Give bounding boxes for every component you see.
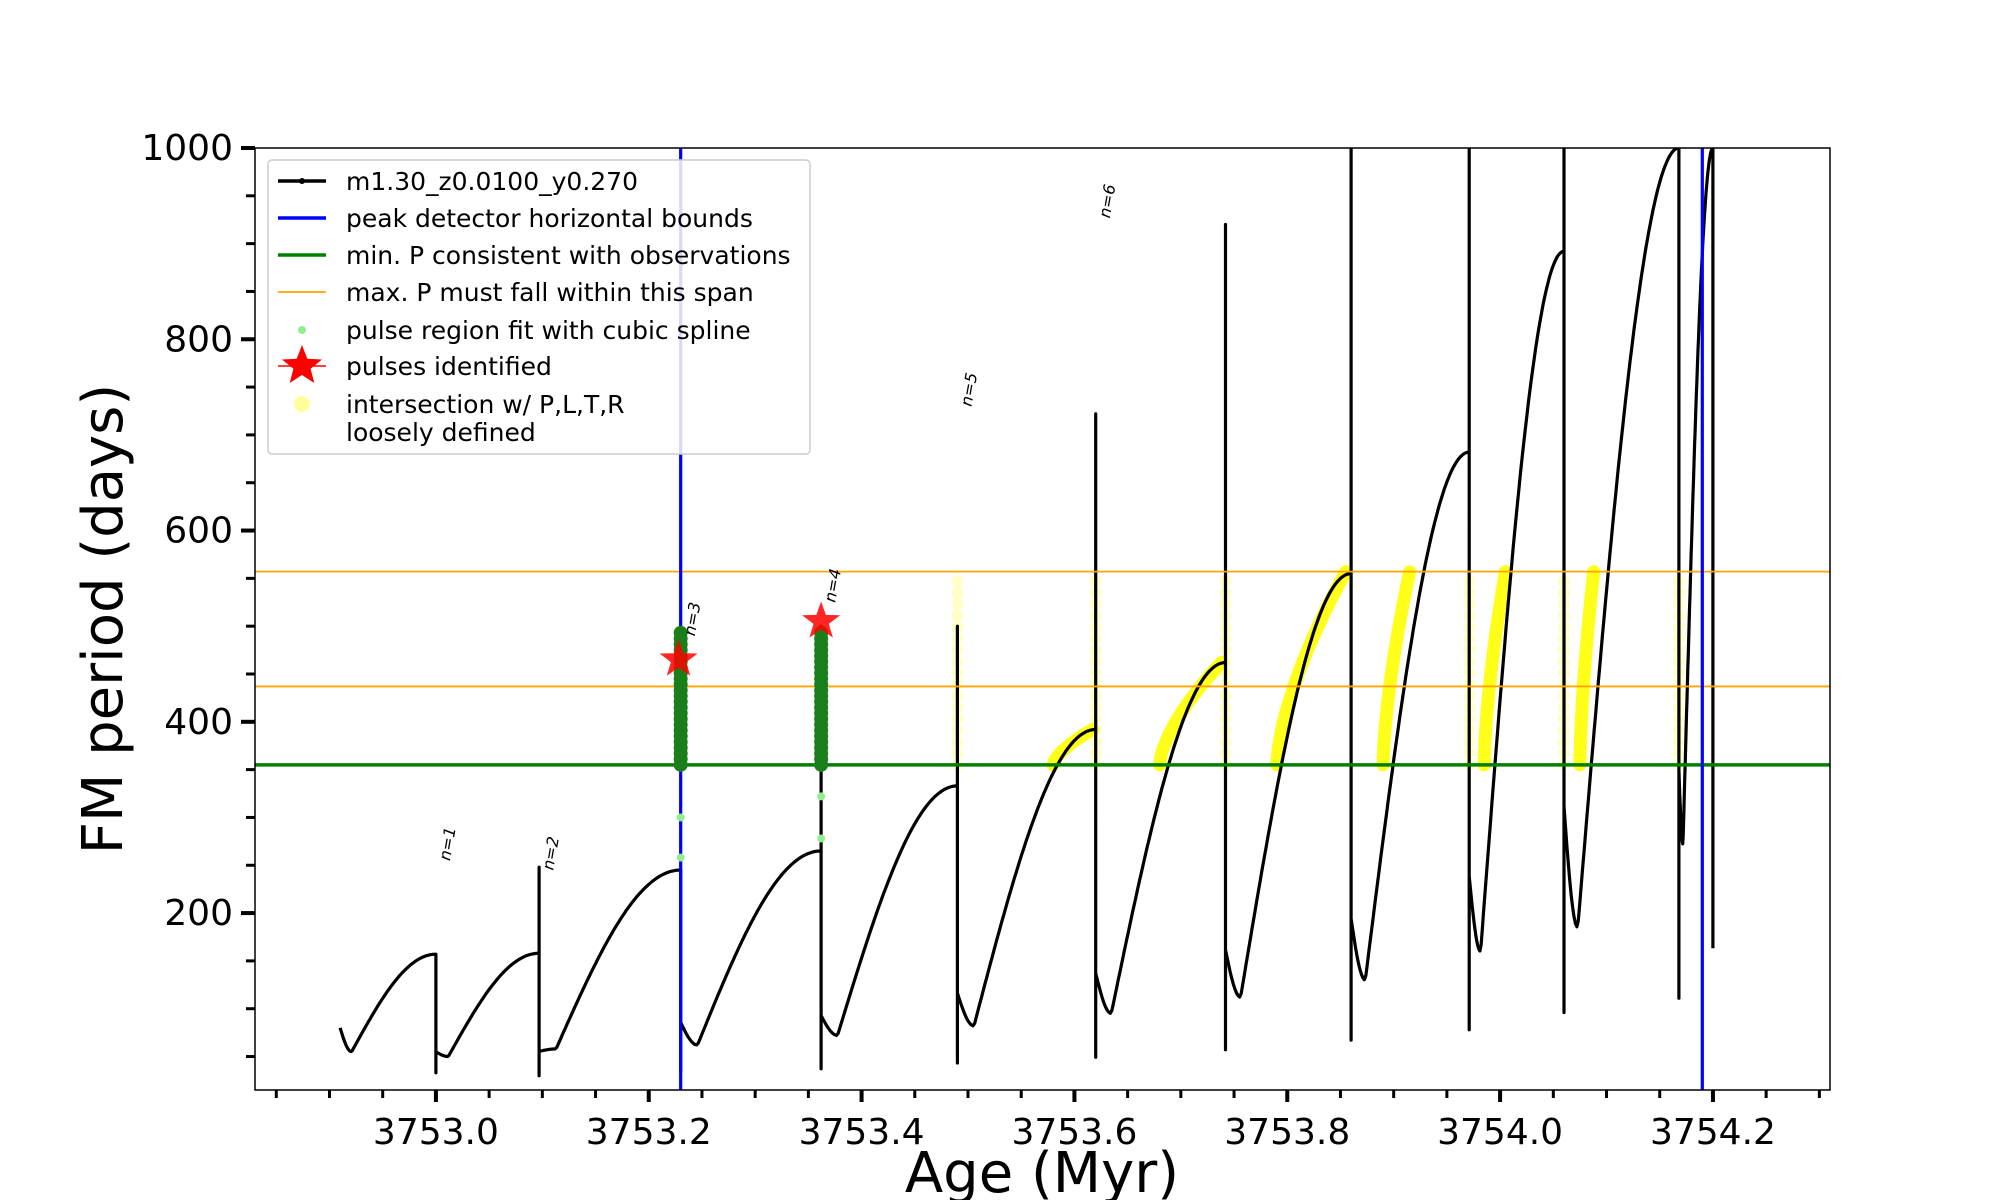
plot-frame bbox=[254, 147, 1831, 1091]
x-tick-label: 3753.4 bbox=[799, 1112, 925, 1153]
y-tick-label: 400 bbox=[164, 702, 233, 743]
x-tick-label: 3753.2 bbox=[586, 1112, 712, 1153]
y-tick-label: 1000 bbox=[141, 128, 233, 169]
intersection-arc bbox=[1573, 565, 1601, 772]
legend-label: peak detector horizontal bounds bbox=[346, 204, 753, 233]
peak-label: n=3 bbox=[680, 601, 705, 638]
y-tick-label: 600 bbox=[164, 511, 233, 552]
peak-label: n=4 bbox=[820, 567, 845, 604]
legend-box bbox=[267, 159, 811, 455]
legend-label-line2: loosely defined bbox=[346, 418, 536, 447]
x-axis-label: Age (Myr) bbox=[905, 1141, 1179, 1200]
intersection-point bbox=[951, 586, 964, 599]
legend-marker bbox=[298, 326, 306, 334]
peak-label: n=5 bbox=[957, 371, 982, 408]
legend-label: min. P consistent with observations bbox=[346, 241, 791, 270]
legend-marker bbox=[294, 396, 310, 412]
intersection-point bbox=[951, 609, 964, 622]
y-tick-label: 200 bbox=[164, 893, 233, 934]
pulse-fit-point bbox=[817, 792, 826, 801]
legend-label: intersection w/ P,L,T,R bbox=[346, 390, 625, 419]
pulse-fit-point bbox=[817, 834, 826, 843]
x-tick-label: 3753.0 bbox=[373, 1112, 499, 1153]
intersection-arc bbox=[1153, 656, 1228, 772]
pulse-fit-point bbox=[676, 813, 685, 822]
pulse-star bbox=[659, 639, 698, 676]
x-tick-label: 3753.8 bbox=[1224, 1112, 1350, 1153]
legend-label: pulses identified bbox=[346, 352, 552, 381]
plot-clipped-group bbox=[255, 148, 1830, 1090]
legend-label: pulse region fit with cubic spline bbox=[346, 316, 751, 345]
y-axis-label: FM period (days) bbox=[71, 384, 136, 854]
pulse-fit-point bbox=[673, 625, 688, 640]
intersection-arc bbox=[1376, 565, 1417, 772]
legend-label: max. P must fall within this span bbox=[346, 278, 754, 307]
axes: 3753.0 3753.2 3753.4 3753.6 3753.8 3754.0 3754… bbox=[141, 128, 1821, 1153]
intersection-point bbox=[951, 575, 964, 588]
plot-area: n=1 n=2 n=3 n=4 n=5 n=6 bbox=[255, 148, 1830, 1090]
peak-label: n=6 bbox=[1095, 183, 1120, 220]
x-tick-label: 3753.6 bbox=[1011, 1112, 1137, 1153]
x-tick-label: 3754.0 bbox=[1437, 1112, 1563, 1153]
intersection-point bbox=[951, 598, 964, 611]
model-series-line bbox=[338, 148, 1715, 1078]
legend-marker bbox=[282, 345, 322, 383]
x-tick-label: 3754.2 bbox=[1650, 1112, 1776, 1153]
pulse-fit-point bbox=[676, 853, 685, 862]
legend-marker-dot bbox=[299, 178, 305, 184]
pulse-star bbox=[802, 601, 841, 638]
peak-label: n=1 bbox=[435, 825, 460, 862]
y-tick-label: 800 bbox=[164, 319, 233, 360]
intersection-arc bbox=[1477, 565, 1512, 772]
legend-label: m1.30_z0.0100_y0.270 bbox=[346, 167, 638, 196]
peak-label: n=2 bbox=[538, 835, 563, 872]
